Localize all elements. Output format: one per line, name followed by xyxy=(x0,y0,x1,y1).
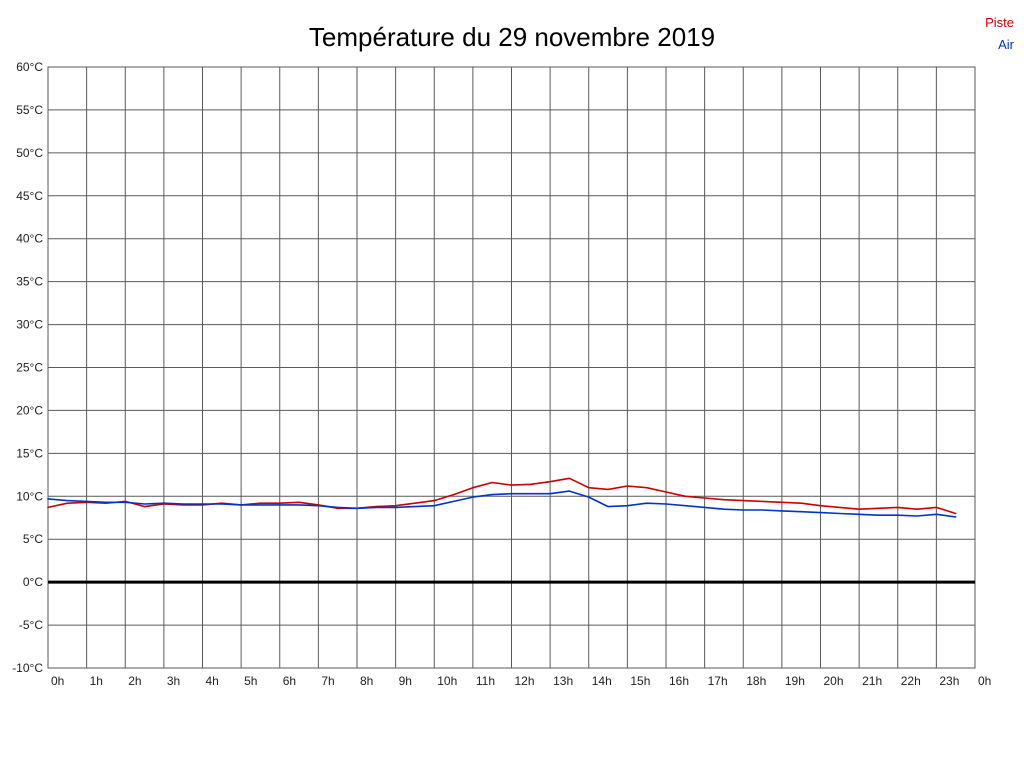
x-tick-label: 11h xyxy=(476,674,495,688)
x-tick-label: 13h xyxy=(553,674,573,688)
legend-item-piste: Piste xyxy=(985,15,1014,30)
x-tick-label: 15h xyxy=(630,674,650,688)
x-tick-label: 21h xyxy=(862,674,882,688)
x-tick-label: 14h xyxy=(592,674,612,688)
y-tick-label: 20°C xyxy=(16,403,43,417)
x-tick-label: 3h xyxy=(167,674,180,688)
x-tick-label: 5h xyxy=(244,674,257,688)
y-tick-label: 10°C xyxy=(16,489,43,503)
x-tick-label: 9h xyxy=(399,674,412,688)
x-tick-label: 8h xyxy=(360,674,373,688)
x-tick-label: 2h xyxy=(128,674,141,688)
x-tick-label: 16h xyxy=(669,674,689,688)
x-tick-label: 20h xyxy=(824,674,844,688)
x-tick-label: 12h xyxy=(515,674,535,688)
y-tick-label: 35°C xyxy=(16,275,43,289)
x-tick-label: 17h xyxy=(708,674,728,688)
y-tick-label: 55°C xyxy=(16,103,43,117)
y-tick-label: 5°C xyxy=(23,532,43,546)
x-tick-label: 7h xyxy=(321,674,334,688)
x-tick-label: 18h xyxy=(746,674,766,688)
y-tick-label: 50°C xyxy=(16,146,43,160)
y-tick-label: 40°C xyxy=(16,232,43,246)
chart-legend: Piste Air xyxy=(985,12,1014,56)
y-tick-label: -10°C xyxy=(12,661,43,675)
x-tick-label: 19h xyxy=(785,674,805,688)
x-tick-label: 0h xyxy=(51,674,64,688)
chart-title: Température du 29 novembre 2019 xyxy=(308,22,716,52)
series-line-piste xyxy=(47,477,957,515)
series-line-air xyxy=(47,490,957,518)
x-tick-label: 23h xyxy=(939,674,959,688)
y-tick-label: -5°C xyxy=(19,618,43,632)
y-tick-label: 45°C xyxy=(16,189,43,203)
y-tick-label: 0°C xyxy=(23,575,43,589)
y-tick-label: 30°C xyxy=(16,318,43,332)
x-tick-label: 1h xyxy=(90,674,103,688)
y-tick-label: 25°C xyxy=(16,361,43,375)
legend-item-air: Air xyxy=(998,37,1014,52)
x-tick-label: 0h xyxy=(978,674,991,688)
x-tick-label: 10h xyxy=(437,674,457,688)
x-tick-label: 6h xyxy=(283,674,296,688)
y-tick-label: 60°C xyxy=(16,60,43,74)
x-tick-label: 4h xyxy=(206,674,219,688)
x-tick-label: 22h xyxy=(901,674,921,688)
y-tick-label: 15°C xyxy=(16,446,43,460)
